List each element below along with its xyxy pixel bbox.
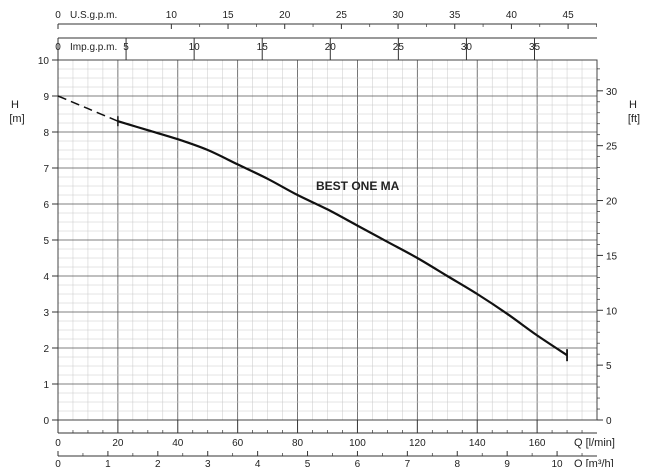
left-axis-label-h: H (11, 99, 19, 111)
left-tick-label: 7 (43, 164, 49, 175)
right-tick-label: 5 (606, 361, 612, 372)
right-tick-label: 30 (606, 87, 618, 98)
curve-solid-segment (117, 120, 568, 357)
impgpm-tick-label: 35 (529, 42, 541, 53)
usgpm-tick-label: 35 (449, 10, 461, 21)
m3h-tick-label: 2 (155, 459, 161, 467)
right-tick-label: 15 (606, 251, 618, 262)
m3h-tick-label: 4 (255, 459, 261, 467)
left-tick-label: 4 (43, 272, 49, 283)
impgpm-tick-label: 10 (189, 42, 201, 53)
curve-dashed-segment (57, 95, 119, 122)
left-tick-label: 6 (43, 200, 49, 211)
lmin-tick-label: 0 (55, 438, 61, 449)
m3h-tick-label: 7 (405, 459, 411, 467)
curve-annotation: BEST ONE MA (316, 179, 400, 193)
m3h-tick-label: 9 (504, 459, 510, 467)
usgpm-tick-label: 25 (336, 10, 348, 21)
lmin-tick-label: 60 (232, 438, 244, 449)
impgpm-tick-label: 25 (393, 42, 405, 53)
lmin-tick-label: 140 (469, 438, 486, 449)
usgpm-tick-label: 20 (279, 10, 291, 21)
m3h-tick-label: 0 (55, 459, 61, 467)
right-tick-label: 20 (606, 197, 618, 208)
left-tick-label: 9 (43, 92, 49, 103)
left-tick-label: 3 (43, 308, 49, 319)
lmin-tick-label: 160 (529, 438, 546, 449)
left-tick-label: 0 (43, 416, 49, 427)
top-axis-label-impgpm: Imp.g.p.m. (70, 42, 117, 53)
impgpm-tick-label: 5 (123, 42, 129, 53)
m3h-tick-label: 10 (552, 459, 564, 467)
right-tick-label: 0 (606, 416, 612, 427)
m3h-tick-label: 3 (205, 459, 211, 467)
impgpm-tick-label: 20 (325, 42, 337, 53)
lmin-tick-label: 20 (112, 438, 124, 449)
usgpm-tick-label: 40 (506, 10, 518, 21)
bottom-axis-label-lmin: Q [l/min] (574, 437, 615, 449)
lmin-tick-label: 100 (349, 438, 366, 449)
impgpm-tick-label: 0 (55, 42, 61, 53)
usgpm-tick-label: 45 (563, 10, 575, 21)
lmin-tick-label: 40 (172, 438, 184, 449)
right-axis-label-unit: [ft] (628, 113, 640, 125)
left-tick-label: 5 (43, 236, 49, 247)
left-tick-label: 1 (43, 380, 49, 391)
bottom-axis-label-m3h: Q [m³/h] (574, 458, 614, 467)
right-tick-label: 25 (606, 142, 618, 153)
label-background (68, 42, 120, 53)
usgpm-tick-label: 0 (55, 10, 61, 21)
grid (57, 59, 598, 421)
left-tick-label: 8 (43, 128, 49, 139)
impgpm-tick-label: 30 (461, 42, 473, 53)
m3h-tick-label: 1 (105, 459, 111, 467)
usgpm-tick-label: 30 (393, 10, 405, 21)
left-tick-label: 10 (38, 56, 50, 67)
right-axis-label-h: H (629, 99, 637, 111)
curve-layer (57, 95, 568, 362)
left-axis-label-unit: [m] (9, 113, 24, 125)
usgpm-tick-label: 15 (222, 10, 234, 21)
m3h-tick-label: 6 (355, 459, 361, 467)
right-tick-label: 10 (606, 306, 618, 317)
lmin-tick-label: 120 (409, 438, 426, 449)
left-tick-label: 2 (43, 344, 49, 355)
m3h-tick-label: 8 (454, 459, 460, 467)
m3h-tick-label: 5 (305, 459, 311, 467)
top-axis-label-usgpm: U.S.g.p.m. (70, 10, 117, 21)
usgpm-tick-label: 10 (166, 10, 178, 21)
label-background (68, 10, 120, 21)
lmin-tick-label: 80 (292, 438, 304, 449)
impgpm-tick-label: 15 (257, 42, 269, 53)
